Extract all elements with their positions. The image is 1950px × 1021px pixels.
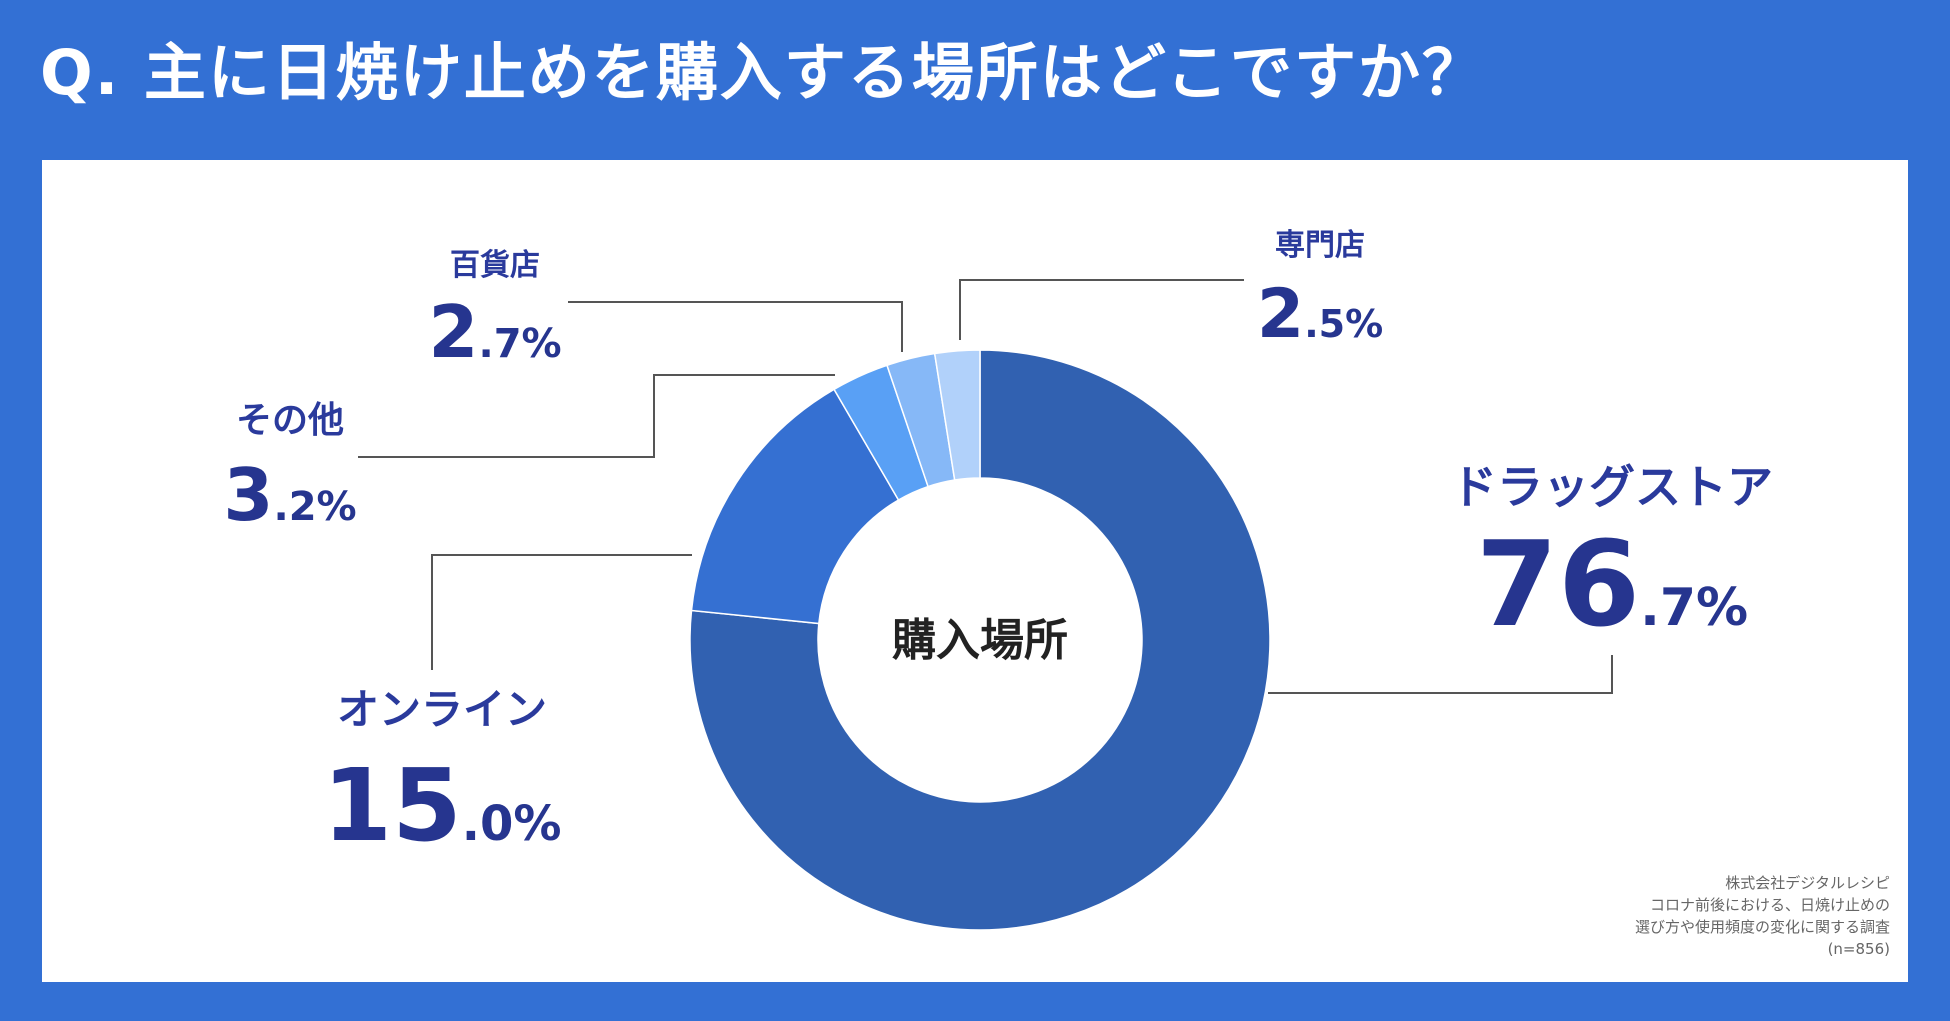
leader-online (431, 554, 692, 670)
label-other-value: 3.2% (223, 453, 356, 537)
label-specialty-store-value: 2.5% (1257, 275, 1383, 354)
label-drugstore-value-dec: .7% (1640, 578, 1748, 638)
label-specialty-store-value-int: 2 (1257, 275, 1304, 354)
label-drugstore-value-int: 76 (1476, 515, 1640, 653)
label-department-store-value-dec: .7% (479, 321, 562, 367)
label-department-store-name: 百貨店 (450, 248, 540, 283)
donut-hole (818, 478, 1142, 802)
label-online-value: 15.0% (323, 747, 562, 864)
center-label: 購入場所 (892, 615, 1068, 666)
chart-title: Q. 主に日焼け止めを購入する場所はどこですか？ (40, 36, 1486, 109)
leader-specialty-store (959, 279, 1244, 340)
label-online-value-int: 15 (323, 747, 462, 864)
leader-drugstore (1268, 655, 1613, 694)
label-other-value-int: 3 (223, 453, 273, 537)
label-other-value-dec: .2% (274, 484, 357, 530)
source-note: 株式会社デジタルレシピ コロナ前後における、日焼け止めの 選び方や使用頻度の変化… (1635, 872, 1890, 960)
label-other-name: その他 (236, 400, 344, 441)
leader-other (358, 374, 835, 458)
label-specialty-store-name: 専門店 (1275, 228, 1365, 263)
label-department-store-value-int: 2 (428, 290, 478, 374)
source-survey-line1: コロナ前後における、日焼け止めの (1649, 896, 1890, 914)
label-department-store-value: 2.7% (428, 290, 561, 374)
label-online-name: オンライン (337, 685, 547, 734)
source-sample-size: (n=856) (1827, 940, 1890, 958)
donut-slices (689, 349, 1271, 931)
leader-lines (358, 279, 1613, 694)
source-company: 株式会社デジタルレシピ (1725, 874, 1890, 892)
slice-labels: ドラッグストア76.7%オンライン15.0%その他3.2%百貨店2.7%専門店2… (223, 228, 1773, 864)
label-drugstore-value: 76.7% (1476, 515, 1748, 653)
label-drugstore-name: ドラッグストア (1451, 460, 1773, 514)
source-survey-line2: 選び方や使用頻度の変化に関する調査 (1634, 918, 1890, 936)
label-specialty-store-value-dec: .5% (1304, 302, 1383, 346)
leader-department-store (568, 301, 903, 352)
label-online-value-dec: .0% (462, 796, 562, 852)
